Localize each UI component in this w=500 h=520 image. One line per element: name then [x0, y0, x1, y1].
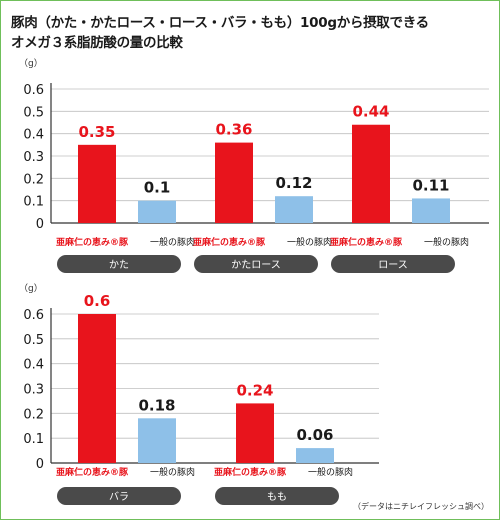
bar-brand-0	[78, 314, 116, 463]
chart-subtitle: オメガ３系脂肪酸の量の比較	[11, 35, 183, 51]
series-label-general: 一般の豚肉	[287, 236, 332, 248]
y-tick-label: 0.1	[23, 432, 44, 447]
y-tick-label: 0	[36, 457, 44, 472]
y-tick-label: 0.6	[23, 308, 44, 323]
bar-brand-0	[78, 144, 116, 223]
bar-brand-2	[352, 124, 390, 223]
series-label-brand: 亜麻仁の恵み®豚	[214, 466, 287, 478]
y-tick-label: 0.1	[23, 195, 44, 210]
y-tick-label: 0	[36, 217, 44, 232]
bar-general-1	[275, 196, 313, 223]
series-label-general: 一般の豚肉	[150, 466, 195, 478]
value-label-general: 0.11	[412, 176, 449, 194]
y-axis-unit-label: （g）	[19, 58, 43, 69]
y-tick-label: 0.2	[23, 407, 44, 422]
value-label-brand: 0.24	[236, 381, 273, 399]
series-label-general: 一般の豚肉	[308, 466, 353, 478]
value-label-brand: 0.44	[352, 103, 389, 121]
y-tick-label: 0.6	[23, 83, 44, 98]
series-label-brand: 亜麻仁の恵み®豚	[193, 236, 266, 248]
value-label-general: 0.12	[275, 174, 312, 192]
value-label-general: 0.06	[296, 426, 333, 444]
data-source-note: （データはニチレイフレッシュ調べ）	[353, 502, 489, 511]
series-label-brand: 亜麻仁の恵み®豚	[56, 236, 129, 248]
y-tick-label: 0.5	[23, 105, 44, 120]
category-label: ロース	[378, 260, 408, 271]
bar-general-0	[138, 418, 176, 463]
bar-brand-1	[236, 403, 274, 463]
chart-title: 豚肉（かた・かたロース・ロース・バラ・もも）100gから摂取できる	[11, 15, 429, 31]
bar-general-1	[296, 448, 334, 463]
bar-general-2	[412, 198, 450, 223]
y-tick-label: 0.3	[23, 383, 44, 398]
value-label-brand: 0.6	[84, 292, 111, 310]
series-label-brand: 亜麻仁の恵み®豚	[56, 466, 129, 478]
y-tick-label: 0.2	[23, 172, 44, 187]
series-label-general: 一般の豚肉	[424, 236, 469, 248]
value-label-brand: 0.36	[215, 121, 252, 139]
y-tick-label: 0.5	[23, 333, 44, 348]
category-label: バラ	[109, 491, 129, 503]
value-label-brand: 0.35	[78, 123, 115, 141]
value-label-general: 0.1	[144, 179, 171, 197]
series-label-general: 一般の豚肉	[150, 236, 195, 248]
category-pill	[57, 487, 181, 505]
category-label: かたロース	[231, 259, 281, 271]
y-axis-unit-label: （g）	[19, 283, 43, 294]
bar-brand-1	[215, 142, 253, 223]
y-tick-label: 0.4	[23, 128, 44, 143]
series-label-brand: 亜麻仁の恵み®豚	[330, 236, 403, 248]
y-tick-label: 0.3	[23, 150, 44, 165]
category-pill	[331, 255, 455, 273]
bar-general-0	[138, 200, 176, 223]
category-pill	[57, 255, 181, 273]
y-tick-label: 0.4	[23, 358, 44, 373]
category-label: もも	[267, 491, 287, 503]
category-label: かた	[109, 259, 129, 271]
category-pill	[194, 255, 318, 273]
value-label-general: 0.18	[138, 396, 175, 414]
category-pill	[215, 487, 339, 505]
